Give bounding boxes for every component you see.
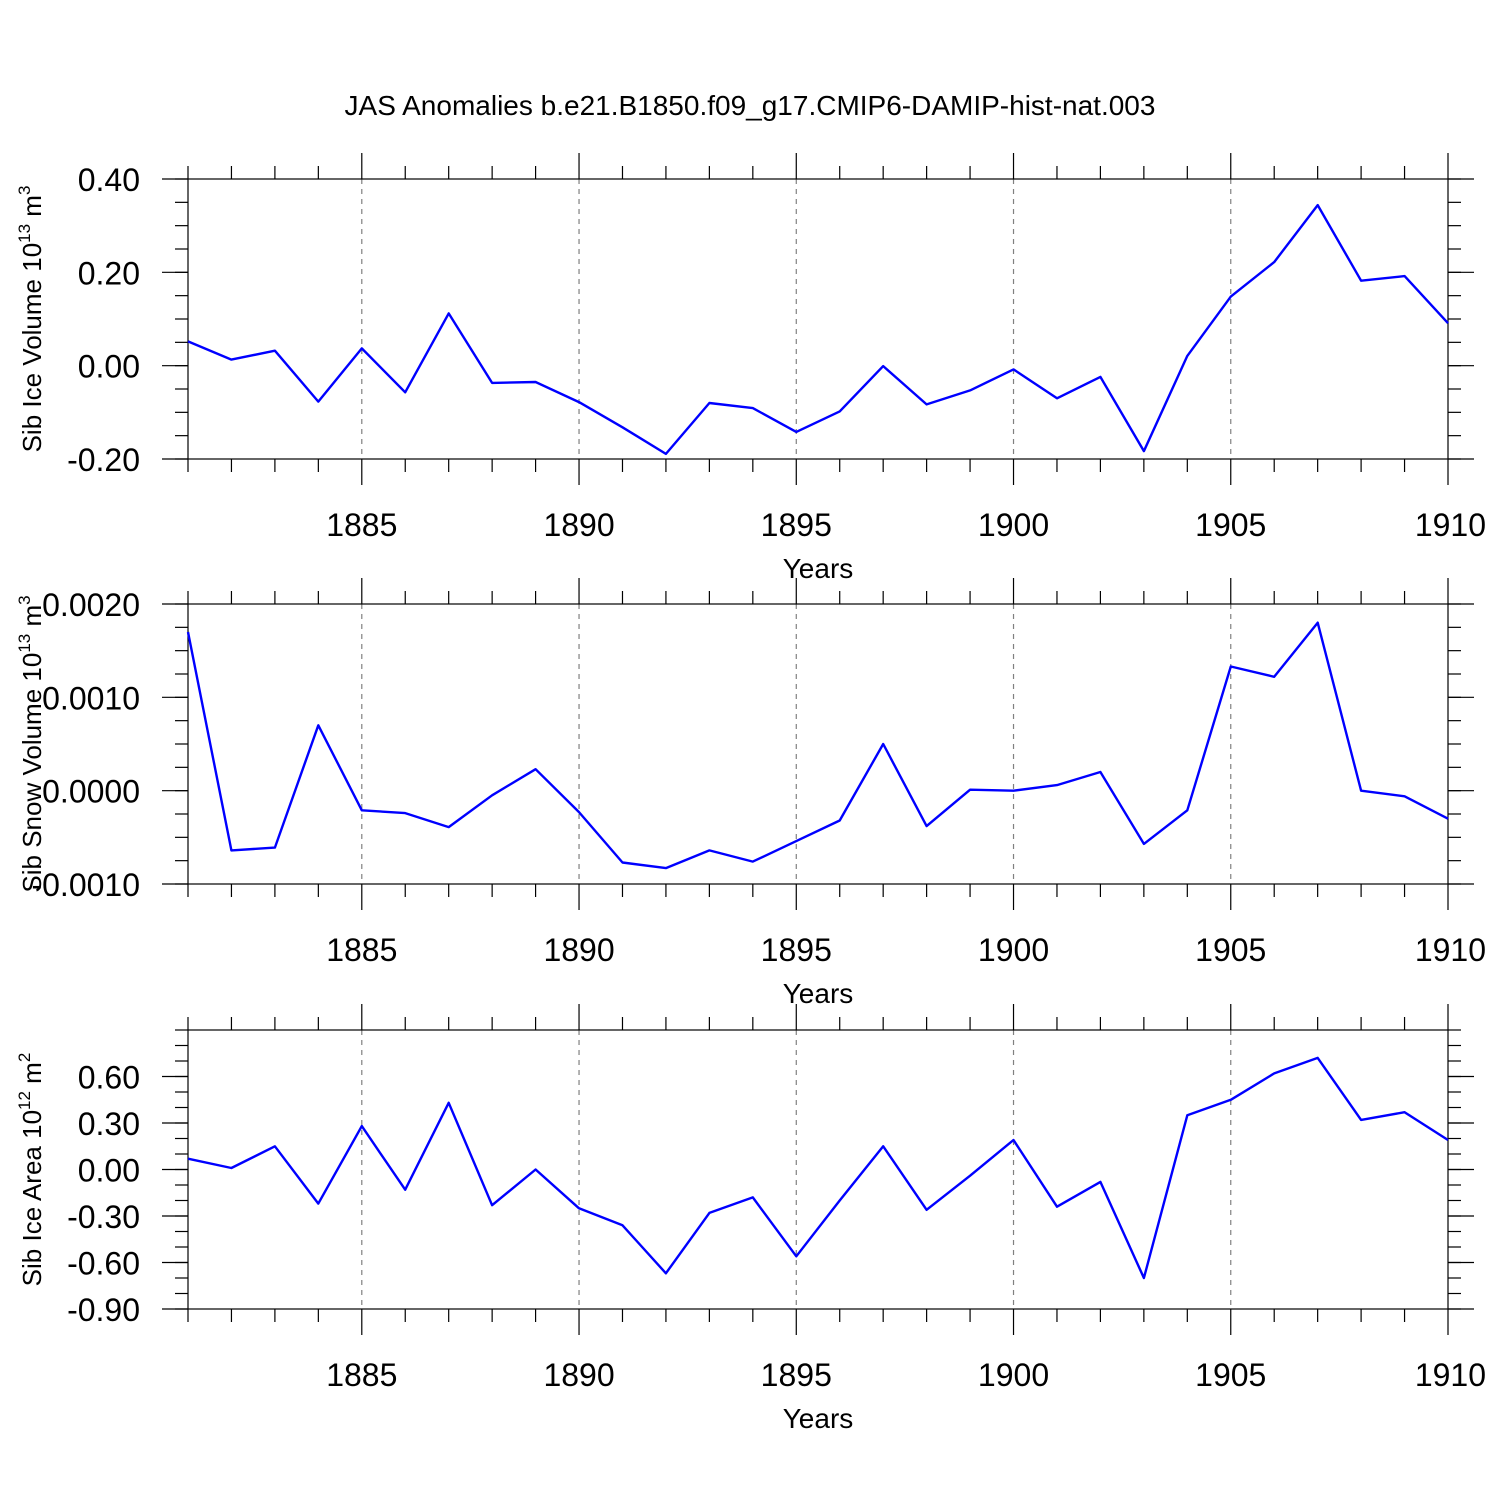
chart-panel-sib-ice-volume: -0.20 0.00 0.20 0.40 1885 1890 1895 1900 1905 191…	[15, 153, 1486, 584]
x-tick-label: 1905	[1195, 507, 1266, 543]
x-tick-label: 1895	[761, 1357, 832, 1393]
series-line	[187, 203, 1449, 456]
x-tick-label: 1885	[326, 932, 397, 968]
y-axis-label: Sib Ice Area 1012 m2	[15, 1053, 47, 1287]
x-tick-label: 1905	[1195, 1357, 1266, 1393]
x-tick-label: 1900	[978, 1357, 1049, 1393]
y-tick-label: 0.40	[78, 162, 140, 198]
x-tick-label: 1885	[326, 1357, 397, 1393]
y-tick-label: -0.0010	[31, 867, 140, 903]
x-tick-label: 1890	[543, 507, 614, 543]
y-axis-label: Sib Snow Volume 1013 m3	[15, 595, 47, 892]
y-tick-label: 0.0010	[42, 680, 140, 716]
x-tick-label: 1890	[543, 1357, 614, 1393]
y-tick-label: -0.20	[67, 442, 140, 478]
y-tick-label: 0.0020	[42, 587, 140, 623]
y-tick-label: -0.60	[67, 1246, 140, 1282]
x-axis-label: Years	[783, 1403, 854, 1434]
y-tick-label: 0.00	[78, 1153, 140, 1189]
x-axis-label: Years	[783, 978, 854, 1009]
x-tick-label: 1885	[326, 507, 397, 543]
x-tick-label: 1900	[978, 932, 1049, 968]
y-axis-label: Sib Ice Volume 1013 m3	[15, 186, 47, 453]
x-tick-label: 1910	[1415, 1357, 1486, 1393]
x-tick-label: 1890	[543, 932, 614, 968]
x-tick-label: 1910	[1415, 932, 1486, 968]
chart-panel-sib-snow-volume: -0.0010 0.0000 0.0010 0.0020 1885 1890 1895 190…	[15, 578, 1486, 1009]
x-tick-label: 1910	[1415, 507, 1486, 543]
figure-title: JAS Anomalies b.e21.B1850.f09_g17.CMIP6-…	[345, 90, 1156, 121]
y-tick-label: 0.20	[78, 255, 140, 291]
x-axis-label: Years	[783, 553, 854, 584]
y-tick-label: -0.90	[67, 1292, 140, 1328]
y-tick-label: 0.60	[78, 1060, 140, 1096]
x-tick-label: 1905	[1195, 932, 1266, 968]
y-tick-label: -0.30	[67, 1199, 140, 1235]
y-tick-label: 0.00	[78, 349, 140, 385]
y-tick-label: 0.0000	[42, 774, 140, 810]
series-line	[187, 1056, 1449, 1280]
series-line	[186, 621, 1449, 870]
plot-frame	[187, 178, 1449, 460]
plot-frame	[187, 603, 1449, 885]
x-tick-label: 1900	[978, 507, 1049, 543]
plot-frame	[187, 1029, 1449, 1310]
y-tick-label: 0.30	[78, 1106, 140, 1142]
chart-panel-sib-ice-area: -0.90 -0.60 -0.30 0.00 0.30 0.60 1885 1890 1895 1…	[15, 1004, 1486, 1434]
x-tick-label: 1895	[761, 507, 832, 543]
x-tick-label: 1895	[761, 932, 832, 968]
